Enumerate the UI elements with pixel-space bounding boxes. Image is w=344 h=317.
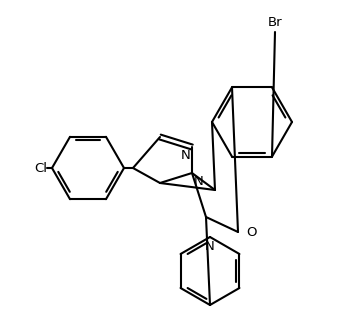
Text: Br: Br [268,16,282,29]
Text: N: N [180,149,190,162]
Text: N: N [205,240,215,253]
Text: O: O [246,225,257,238]
Text: N: N [194,175,204,188]
Text: Cl: Cl [34,161,47,174]
